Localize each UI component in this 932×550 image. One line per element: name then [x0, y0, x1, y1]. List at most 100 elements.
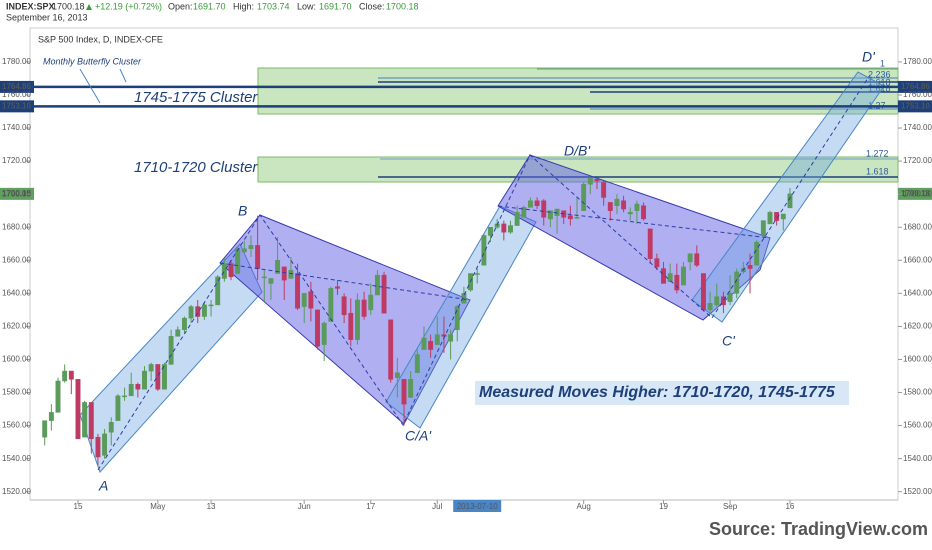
- candle-body: [221, 263, 227, 279]
- candle-body: [135, 384, 141, 390]
- price-label-bg: [0, 187, 34, 200]
- candle-body: [328, 288, 334, 322]
- point-label: C': [722, 333, 736, 349]
- y-tick-label: 1580.00: [903, 388, 932, 397]
- high: 1703.74: [257, 1, 290, 11]
- candle-body: [88, 402, 94, 440]
- candle-body: [295, 273, 301, 309]
- y-tick-label: 1760.00: [903, 90, 932, 99]
- y-tick-label: 1620.00: [903, 322, 932, 331]
- candle-body: [787, 193, 793, 209]
- candle-body: [142, 370, 147, 390]
- source: Source: TradingView.com: [709, 519, 928, 539]
- cluster-label: 1745-1775 Cluster: [134, 89, 258, 106]
- candle-body: [394, 372, 400, 378]
- y-tick-label: 1680.00: [903, 222, 932, 231]
- low-label: Low:: [297, 1, 316, 11]
- y-tick-label: 1580.00: [2, 388, 31, 397]
- y-tick-label: 1600.00: [2, 355, 31, 364]
- y-tick-label: 1560.00: [903, 421, 932, 430]
- y-tick-label: 1700.00: [2, 189, 31, 198]
- candle-body: [574, 217, 580, 219]
- price-label: 1764.86: [2, 82, 31, 91]
- candle-body: [527, 200, 533, 208]
- y-tick-label: 1780.00: [2, 57, 31, 66]
- pattern-path: [219, 262, 471, 301]
- candle-body: [301, 293, 307, 307]
- point-label: A: [98, 478, 108, 494]
- candle-body: [401, 379, 407, 405]
- candle-body: [335, 286, 340, 289]
- symbol: INDEX:SPX: [6, 1, 55, 11]
- fib-label: 1.272: [866, 148, 889, 158]
- candle-body: [780, 213, 786, 220]
- candle-body: [241, 248, 247, 253]
- x-tick-label: 17: [366, 502, 375, 511]
- candle-body: [754, 241, 760, 266]
- candle-body: [261, 276, 267, 279]
- candle-body: [288, 269, 294, 279]
- candle-body: [414, 354, 420, 373]
- price-label-bg: [0, 100, 34, 113]
- y-tick-label: 1760.00: [2, 90, 31, 99]
- candle-body: [687, 253, 693, 263]
- note: Monthly Butterfly Cluster: [43, 56, 142, 66]
- y-tick-label: 1660.00: [2, 255, 31, 264]
- candle-body: [541, 200, 547, 218]
- candle-body: [255, 245, 261, 269]
- x-tick-label: 13: [207, 502, 216, 511]
- candle-body: [488, 226, 493, 236]
- candle-body: [767, 212, 773, 225]
- point-label: D': [862, 49, 876, 65]
- y-tick-label: 1600.00: [903, 355, 932, 364]
- candle-body: [454, 306, 460, 330]
- candle-body: [341, 296, 347, 316]
- candle-body: [168, 336, 174, 365]
- candle-body: [321, 322, 327, 345]
- change: +12.19 (+0.72%): [95, 1, 162, 11]
- fib-label: 1.618: [868, 77, 891, 87]
- candle-body: [48, 412, 54, 421]
- candle-body: [75, 379, 81, 440]
- x-tick-label: Jun: [298, 502, 311, 511]
- candle-body: [281, 266, 287, 281]
- candle-body: [62, 370, 68, 382]
- price-label-bg: [0, 80, 34, 93]
- x-tick-label: 15: [74, 502, 83, 511]
- candle-body: [587, 177, 593, 185]
- candle-body: [720, 296, 726, 306]
- y-tick-label: 1640.00: [2, 288, 31, 297]
- y-tick-label: 1720.00: [2, 156, 31, 165]
- candle-body: [122, 395, 127, 398]
- x-tick-label: May: [150, 502, 165, 511]
- y-tick-label: 1740.00: [903, 123, 932, 132]
- y-tick-label: 1720.00: [903, 156, 932, 165]
- candle-body: [727, 293, 733, 302]
- x-tick-label: 19: [659, 502, 668, 511]
- candle-body: [514, 212, 520, 226]
- y-tick-label: 1640.00: [903, 288, 932, 297]
- candle-body: [601, 182, 607, 198]
- x-tick-label: 16: [785, 502, 794, 511]
- note-box: [475, 381, 849, 405]
- axes: 1520.00 1520.00 1540.00 1540.00 1560.00 1560.…: [2, 57, 932, 512]
- candle-body: [627, 212, 633, 215]
- candle-body: [95, 436, 101, 458]
- low: 1691.70: [319, 1, 352, 11]
- candle-body: [428, 341, 434, 350]
- dashed-lines: [97, 74, 871, 471]
- up-arrow: [86, 4, 92, 10]
- candle-body: [374, 274, 380, 296]
- candle-body: [694, 253, 700, 266]
- fib-label: 1.618: [868, 83, 891, 93]
- header: INDEX:SPX 1700.18 +12.19 (+0.72%) Open: …: [6, 1, 419, 22]
- price-label: 1753.10: [2, 101, 31, 110]
- candle-body: [381, 274, 387, 314]
- candle-body: [547, 210, 553, 220]
- price-label-bg: [898, 187, 932, 200]
- candle-body: [621, 200, 627, 210]
- candle-body: [461, 293, 467, 304]
- pointer: [79, 68, 101, 104]
- candle-body: [248, 245, 254, 249]
